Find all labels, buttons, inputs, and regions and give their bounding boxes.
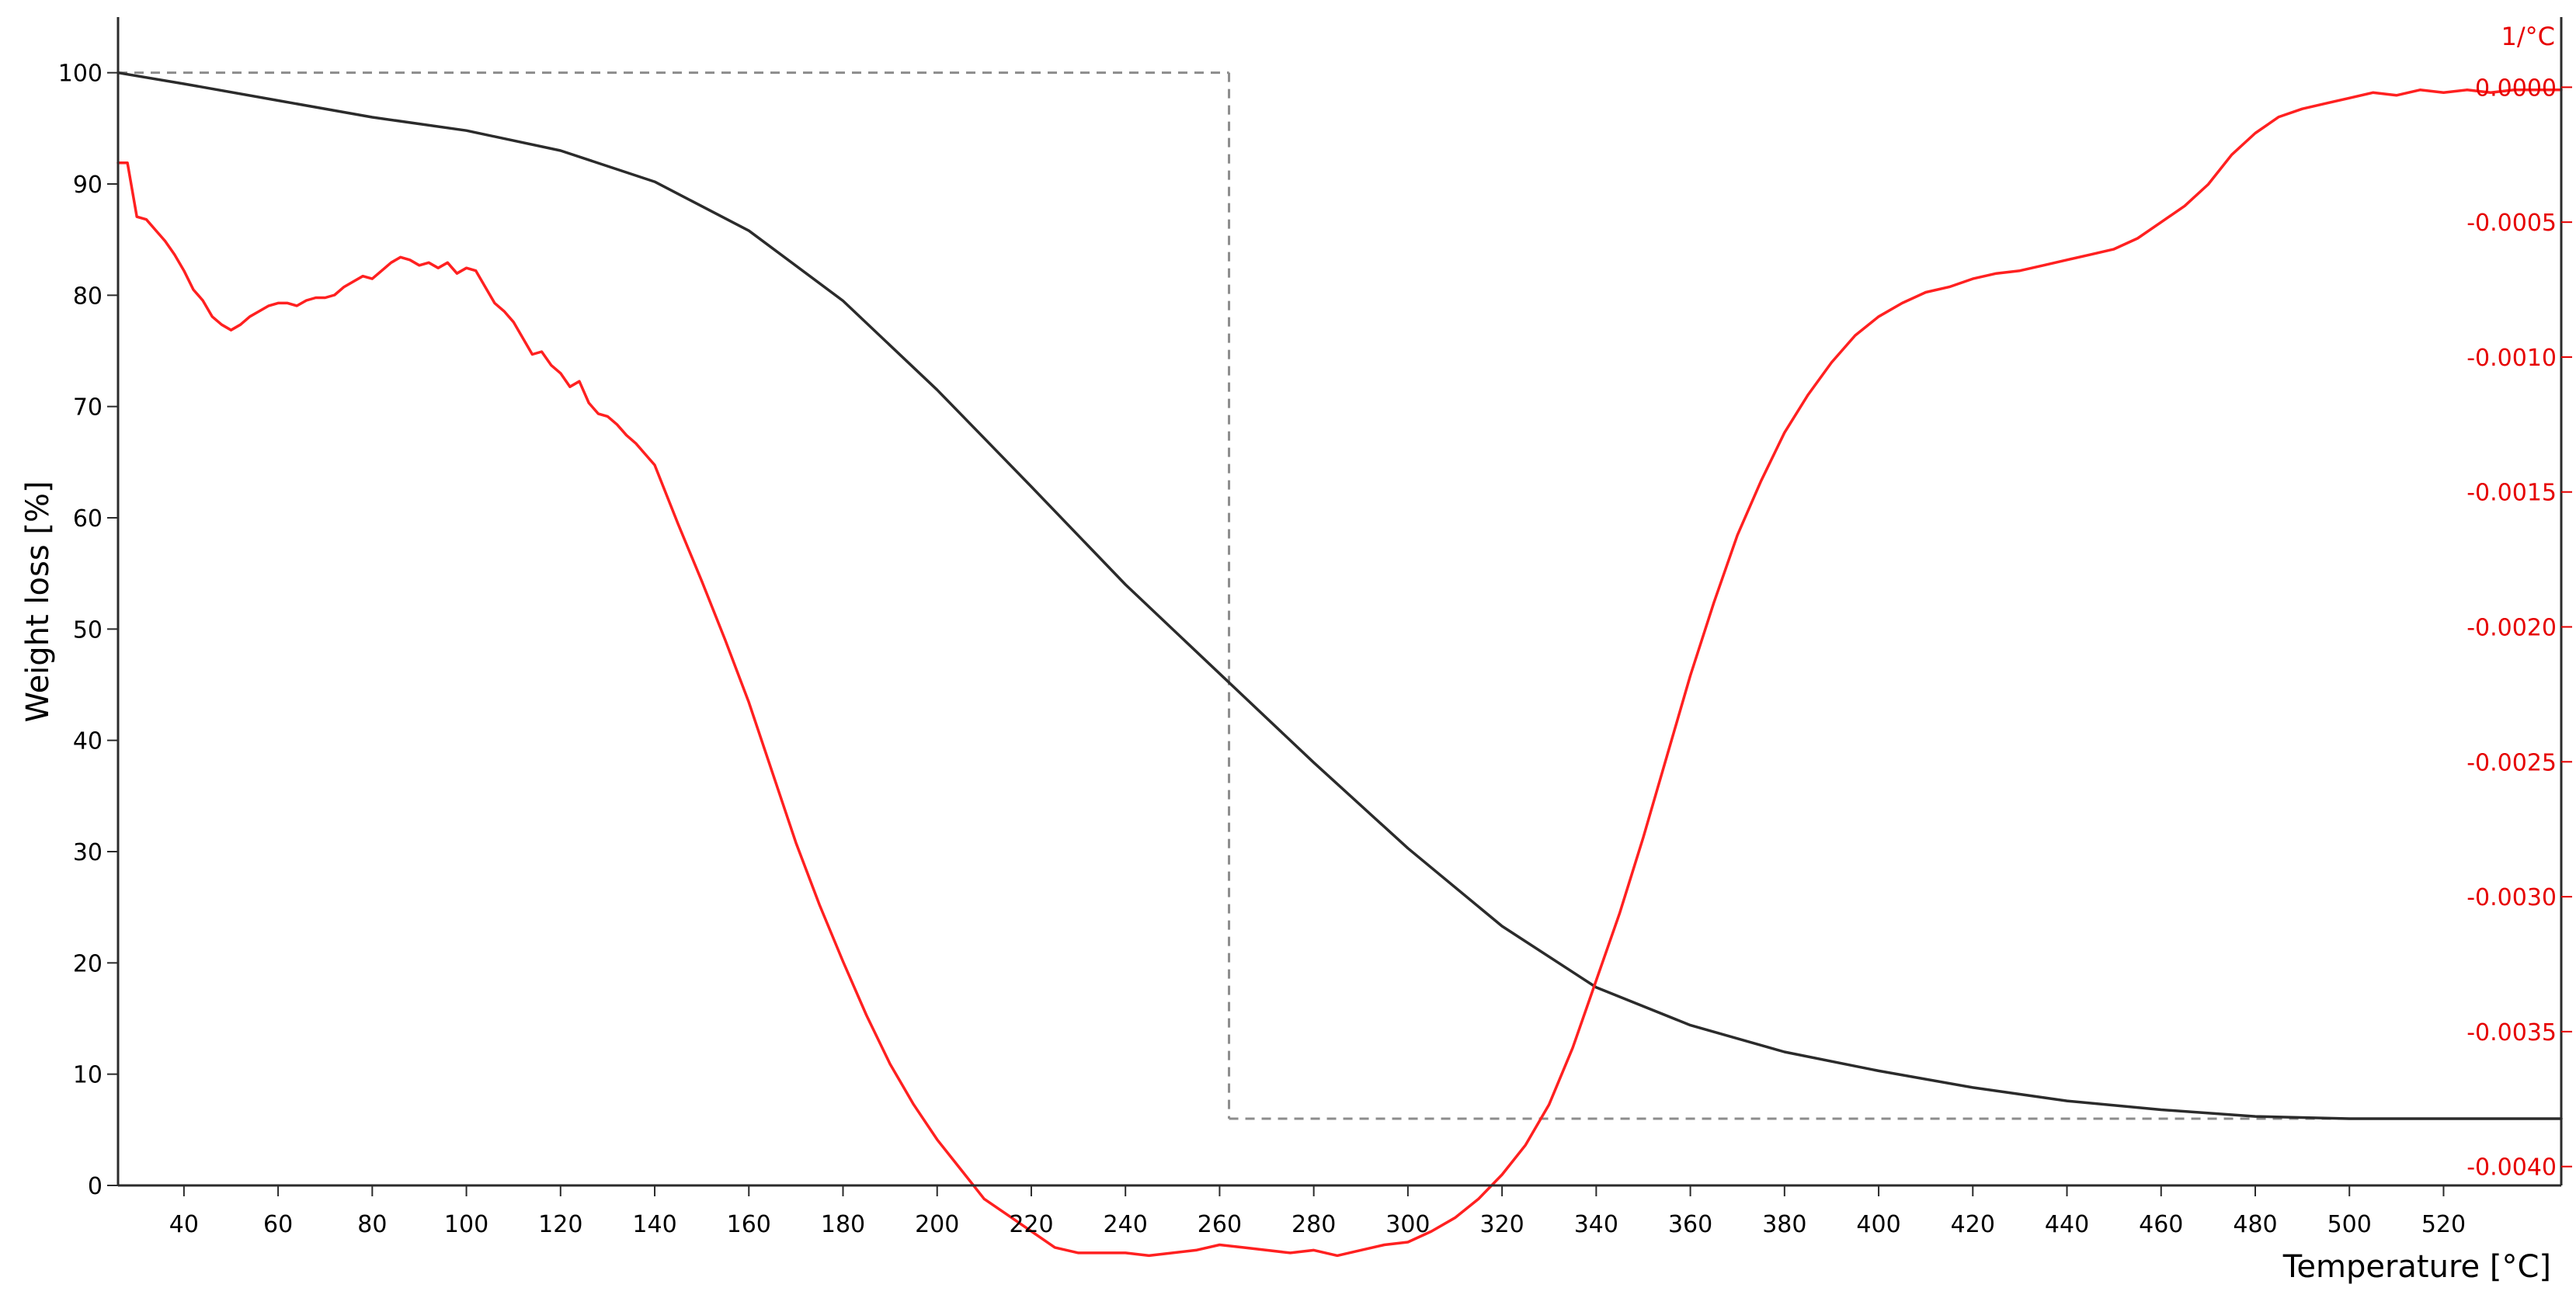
- x-tick-label: 400: [1856, 1211, 1900, 1238]
- y2-tick-label: 0.0000: [2475, 75, 2557, 102]
- x-tick-label: 480: [2233, 1211, 2277, 1238]
- x-tick-label: 380: [1762, 1211, 1806, 1238]
- x-tick-label: 320: [1479, 1211, 1524, 1238]
- x-tick-label: 420: [1951, 1211, 1995, 1238]
- y2-tick-label: -0.0010: [2466, 345, 2557, 372]
- y2-tick-label: -0.0025: [2466, 749, 2557, 776]
- weight-loss-series-line: [116, 71, 2563, 1120]
- x-tick-label: 300: [1385, 1211, 1430, 1238]
- x-tick-label: 220: [1009, 1211, 1053, 1238]
- axes-layer: [116, 17, 2563, 1187]
- right-axis-unit-label: 1/°C: [2501, 22, 2555, 51]
- y2-tick-label: -0.0005: [2466, 210, 2557, 237]
- y2-tick-label: -0.0030: [2466, 884, 2557, 911]
- x-tick-label: 60: [263, 1211, 293, 1238]
- y2-tick-label: -0.0040: [2466, 1154, 2557, 1182]
- x-tick-label: 180: [821, 1211, 865, 1238]
- y-tick-label: 70: [73, 394, 103, 422]
- x-tick-label: 100: [444, 1211, 488, 1238]
- x-tick-label: 280: [1291, 1211, 1336, 1238]
- y-tick-label: 80: [73, 283, 103, 310]
- x-tick-label: 200: [915, 1211, 959, 1238]
- y-tick-label: 50: [73, 616, 103, 644]
- x-tick-label: 520: [2421, 1211, 2466, 1238]
- x-tick-label: 440: [2045, 1211, 2089, 1238]
- y2-tick-label: -0.0015: [2466, 480, 2557, 507]
- x-tick-label: 160: [727, 1211, 771, 1238]
- x-tick-label: 360: [1668, 1211, 1712, 1238]
- x-tick-label: 500: [2327, 1211, 2372, 1238]
- y-tick-label: 40: [73, 728, 103, 755]
- y-tick-label: 20: [73, 950, 103, 977]
- y-tick-label: 10: [73, 1062, 103, 1089]
- y2-tick-label: -0.0035: [2466, 1019, 2557, 1046]
- x-tick-label: 140: [632, 1211, 676, 1238]
- x-tick-label: 260: [1198, 1211, 1242, 1238]
- x-tick-label: 240: [1104, 1211, 1148, 1238]
- derivative-series-line: [116, 88, 2563, 1258]
- x-tick-label: 340: [1574, 1211, 1618, 1238]
- y2-tick-label: -0.0020: [2466, 615, 2557, 642]
- y-tick-label: 0: [88, 1173, 103, 1200]
- y-tick-label: 60: [73, 505, 103, 533]
- x-tick-label: 460: [2139, 1211, 2183, 1238]
- y-tick-label: 90: [73, 172, 103, 199]
- x-tick-label: 40: [169, 1211, 199, 1238]
- x-tick-label: 80: [357, 1211, 387, 1238]
- x-tick-label: 120: [538, 1211, 582, 1238]
- series-layer: [116, 71, 2563, 1258]
- y-axis-title: Weight loss [%]: [20, 481, 56, 722]
- x-axis-title: Temperature [°C]: [2282, 1249, 2551, 1285]
- y-tick-label: 30: [73, 839, 103, 866]
- ticks-layer: 40 60 80 100 120 140 160 180 200 220 240 260 280 300 3…: [58, 61, 2572, 1238]
- y-tick-label: 100: [58, 61, 103, 88]
